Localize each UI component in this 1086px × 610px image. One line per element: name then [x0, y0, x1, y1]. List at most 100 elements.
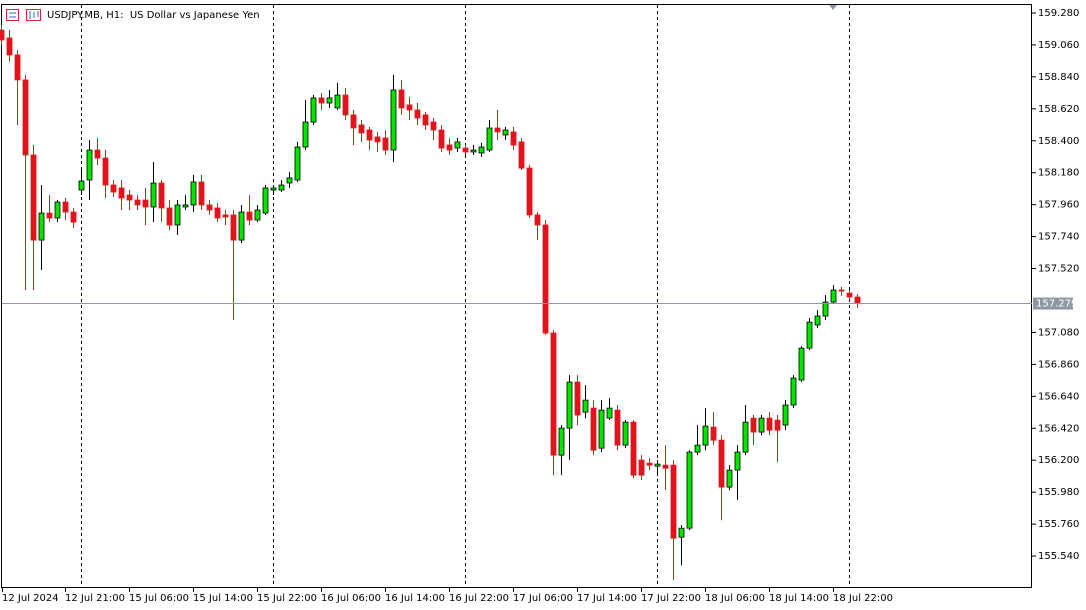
candle-body — [334, 94, 341, 109]
x-tick-label: 16 Jul 06:00 — [321, 593, 381, 604]
candle-body — [302, 121, 309, 148]
candle-body — [414, 109, 421, 119]
candle-body — [710, 426, 717, 441]
candle-body — [230, 214, 237, 241]
y-tick-label: 155.760 — [1038, 519, 1079, 530]
candle-body — [814, 315, 821, 326]
candle-body — [686, 451, 693, 529]
candle-body — [782, 404, 789, 426]
candle-body — [222, 214, 229, 218]
plot-frame — [1, 4, 1032, 588]
current-price-box — [1033, 297, 1073, 310]
icon — [6, 9, 19, 21]
candle-body — [14, 54, 21, 81]
candle-body — [694, 444, 701, 453]
candle-body — [102, 157, 109, 186]
candle-body — [718, 439, 725, 488]
candle-body — [662, 464, 669, 469]
candle-body — [454, 141, 461, 149]
y-tick-label: 156.860 — [1038, 359, 1079, 370]
y-tick-label: 155.980 — [1038, 487, 1079, 498]
candle-body — [78, 180, 85, 191]
y-tick-label: 155.540 — [1038, 551, 1079, 562]
candle-body — [486, 127, 493, 151]
candle-body — [182, 204, 189, 208]
candle-body — [198, 181, 205, 206]
candle-body — [622, 421, 629, 446]
x-tick-label: 12 Jul 2024 — [2, 593, 59, 604]
candle-body — [294, 146, 301, 181]
candle-body — [310, 97, 317, 123]
candle-body — [846, 292, 853, 298]
candle-body — [214, 207, 221, 219]
candle-body — [646, 462, 653, 466]
candle-body — [382, 137, 389, 151]
candle-body — [766, 417, 773, 431]
candle-body — [158, 182, 165, 209]
candle-body — [134, 199, 141, 206]
candle-body — [446, 144, 453, 151]
candle-body — [798, 347, 805, 381]
candle-body — [734, 451, 741, 471]
candle-body — [502, 129, 509, 136]
candle-body — [726, 469, 733, 488]
candle-body — [422, 114, 429, 126]
y-tick-label: 159.280 — [1038, 8, 1079, 19]
candle-body — [590, 407, 597, 451]
candle-body — [374, 136, 381, 143]
candle-body — [742, 421, 749, 453]
candle-body — [822, 301, 829, 317]
y-tick-label: 156.640 — [1038, 391, 1079, 402]
candle-body — [350, 114, 357, 129]
candle-body — [510, 131, 517, 146]
candle-body — [542, 224, 549, 334]
candle-body — [582, 399, 589, 413]
candle-body — [630, 421, 637, 476]
y-tick-label: 158.620 — [1038, 104, 1079, 115]
candle-body — [70, 211, 77, 223]
candle-body — [598, 409, 605, 449]
y-tick-label: 157.960 — [1038, 200, 1079, 211]
candle-body — [206, 204, 213, 211]
candle-body — [22, 79, 29, 156]
candle-body — [150, 182, 157, 208]
x-tick-label: 17 Jul 14:00 — [577, 593, 637, 604]
candle-body — [126, 194, 133, 201]
candle-body — [94, 149, 101, 159]
y-tick-label: 157.740 — [1038, 232, 1079, 243]
candle-body — [550, 332, 557, 456]
symbol-icons — [6, 9, 41, 21]
candle-body — [30, 154, 37, 241]
candle-body — [574, 381, 581, 416]
candle-body — [462, 147, 469, 153]
x-tick-label: 12 Jul 21:00 — [65, 593, 125, 604]
candle-body — [238, 211, 245, 241]
candle-body — [494, 127, 501, 133]
x-tick-label: 18 Jul 22:00 — [833, 593, 893, 604]
candle-body — [110, 184, 117, 193]
y-tick-label: 157.520 — [1038, 264, 1079, 275]
candle-body — [790, 377, 797, 406]
candle-body — [638, 459, 645, 476]
candle-body — [830, 289, 837, 303]
candle-body — [558, 427, 565, 456]
y-tick-label: 156.200 — [1038, 455, 1079, 466]
x-tick-label: 15 Jul 06:00 — [129, 593, 189, 604]
candle-body — [366, 129, 373, 141]
candle-body — [0, 29, 5, 41]
candle-body — [190, 181, 197, 206]
candle-body — [438, 129, 445, 149]
candle-body — [342, 94, 349, 116]
candle-body — [278, 184, 285, 191]
candle-body — [534, 214, 541, 226]
candle-body — [518, 141, 525, 169]
candle-body — [166, 207, 173, 226]
shift-marker — [829, 5, 837, 10]
candle-body — [838, 289, 845, 292]
x-tick-label: 17 Jul 06:00 — [513, 593, 573, 604]
period-separators — [81, 5, 850, 588]
candle-body — [606, 407, 613, 419]
candle-body — [38, 212, 45, 241]
